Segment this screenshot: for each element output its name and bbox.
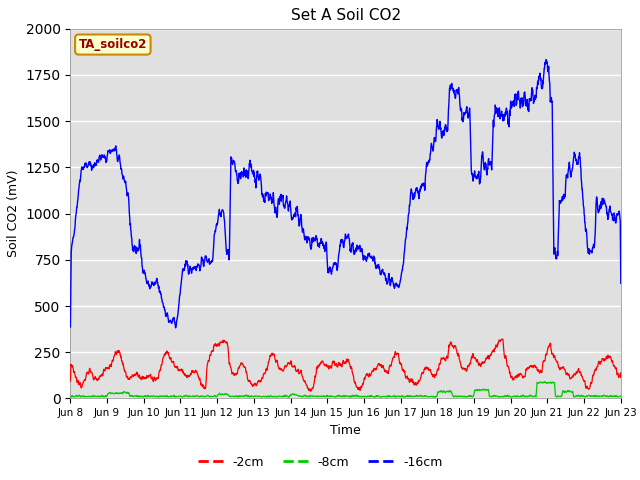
Y-axis label: Soil CO2 (mV): Soil CO2 (mV) — [7, 170, 20, 257]
X-axis label: Time: Time — [330, 424, 361, 437]
Legend: -2cm, -8cm, -16cm: -2cm, -8cm, -16cm — [193, 451, 447, 474]
Title: Set A Soil CO2: Set A Soil CO2 — [291, 9, 401, 24]
Text: TA_soilco2: TA_soilco2 — [79, 38, 147, 51]
